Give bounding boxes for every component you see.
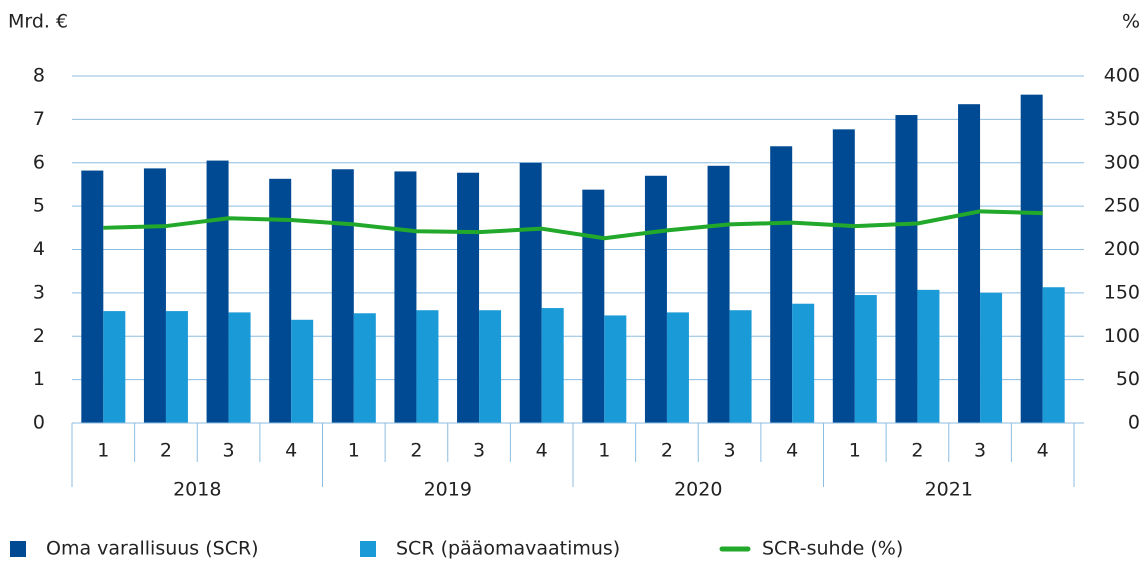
bar	[479, 310, 502, 423]
y2-tick-label: 400	[1104, 65, 1140, 87]
bar	[644, 175, 667, 423]
x-tick-label: 4	[1037, 440, 1049, 462]
y2-tick-label: 150	[1104, 281, 1140, 303]
group-label: 2021	[925, 479, 973, 501]
y2-tick-label: 200	[1104, 238, 1140, 260]
y2-tick-label: 100	[1104, 325, 1140, 347]
legend-label: SCR-suhde (%)	[762, 538, 903, 560]
x-tick-label: 2	[160, 440, 172, 462]
bar	[1042, 287, 1065, 423]
bar	[165, 311, 188, 423]
bar	[1020, 94, 1043, 424]
y2-tick-label: 250	[1104, 195, 1140, 217]
y-tick-label: 0	[33, 412, 45, 434]
bar	[604, 315, 627, 423]
group-label: 2020	[674, 479, 722, 501]
y-tick-label: 4	[33, 238, 45, 260]
bar	[269, 178, 292, 423]
bar	[541, 308, 564, 423]
bar	[832, 129, 855, 423]
y-tick-label: 1	[33, 368, 45, 390]
y-axis-label: Mrd. €	[8, 11, 68, 33]
bar	[103, 311, 126, 423]
x-tick-label: 4	[786, 440, 798, 462]
legend-swatch	[10, 541, 26, 557]
bar	[143, 168, 166, 423]
y-tick-label: 7	[33, 108, 45, 130]
bar	[416, 310, 439, 423]
bar	[331, 169, 354, 423]
bar	[228, 312, 251, 423]
x-tick-label: 3	[724, 440, 736, 462]
x-tick-label: 2	[911, 440, 923, 462]
x-tick-label: 4	[285, 440, 297, 462]
y-tick-label: 6	[33, 151, 45, 173]
x-tick-label: 2	[410, 440, 422, 462]
bar	[291, 319, 314, 423]
y-tick-label: 8	[33, 65, 45, 87]
bar	[792, 303, 815, 423]
legend-label: SCR (pääomavaatimus)	[396, 538, 620, 560]
x-tick-label: 1	[97, 440, 109, 462]
x-tick-label: 2	[661, 440, 673, 462]
group-label: 2019	[424, 479, 472, 501]
bar	[854, 295, 877, 423]
bar	[917, 289, 940, 423]
x-tick-label: 4	[536, 440, 548, 462]
y-tick-label: 2	[33, 325, 45, 347]
bar	[895, 115, 918, 423]
bar	[707, 165, 730, 423]
y2-tick-label: 0	[1128, 412, 1140, 434]
y2-tick-label: 350	[1104, 108, 1140, 130]
line	[103, 209, 1043, 241]
x-tick-label: 1	[348, 440, 360, 462]
bar	[394, 171, 417, 423]
bar	[457, 172, 480, 423]
x-tick-label: 3	[223, 440, 235, 462]
bar	[770, 146, 793, 423]
y-tick-label: 3	[33, 281, 45, 303]
y2-axis-label: %	[1122, 11, 1140, 33]
bar	[81, 170, 104, 423]
x-tick-label: 1	[849, 440, 861, 462]
legend-swatch	[360, 541, 376, 557]
y2-tick-label: 300	[1104, 151, 1140, 173]
bar	[980, 292, 1003, 423]
bar	[666, 312, 689, 423]
bar	[729, 310, 752, 423]
group-label: 2018	[173, 479, 221, 501]
y2-tick-label: 50	[1116, 368, 1140, 390]
bar	[206, 160, 229, 424]
bar	[353, 313, 376, 423]
x-tick-label: 3	[974, 440, 986, 462]
bar	[582, 189, 605, 423]
legend-label: Oma varallisuus (SCR)	[46, 538, 259, 560]
x-tick-label: 1	[598, 440, 610, 462]
bar	[958, 104, 981, 423]
y-tick-label: 5	[33, 195, 45, 217]
bar	[519, 162, 542, 423]
x-tick-label: 3	[473, 440, 485, 462]
